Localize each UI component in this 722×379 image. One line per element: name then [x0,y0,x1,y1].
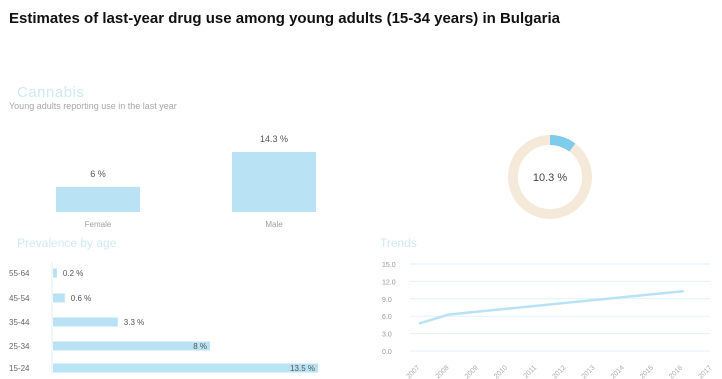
age-category-label: 35-44 [9,318,30,327]
trend-x-tick-label: 2016 [668,364,684,379]
age-value-label: 13.5 % [290,364,315,373]
gender-category-label: Male [265,220,283,229]
age-bar [53,293,65,303]
age-value-label: 0.2 % [63,269,83,278]
age-bar [53,268,57,278]
donut-value-label: 10.3 % [533,172,567,184]
age-category-label: 25-34 [9,342,30,351]
trend-x-tick-label: 2010 [493,364,509,379]
gender-value-label: 6 % [90,169,106,179]
age-chart-title: Prevalence by age [17,236,117,250]
trend-y-tick-label: 6.0 [382,314,392,321]
age-category-label: 15-24 [9,364,30,373]
age-bar [53,341,211,351]
trend-x-tick-label: 2007 [405,364,421,379]
age-value-label: 3.3 % [124,318,144,327]
trend-y-tick-label: 3.0 [382,332,392,339]
age-bar [53,363,318,373]
trend-x-tick-label: 2014 [610,364,626,379]
trend-x-tick-label: 2011 [523,364,539,379]
age-value-label: 0.6 % [71,294,91,303]
trend-x-tick-label: 2017 [697,364,713,379]
trend-y-tick-label: 0.0 [382,349,392,356]
gender-value-label: 14.3 % [260,134,288,144]
gender-bar-female [56,186,140,212]
section-subtitle: Young adults reporting use in the last y… [9,101,177,111]
trend-x-tick-label: 2015 [639,364,655,379]
age-bar [53,317,118,327]
trend-x-tick-label: 2009 [464,364,480,379]
trend-y-tick-label: 12.0 [382,279,396,286]
trend-x-tick-label: 2008 [435,364,451,379]
trend-y-tick-label: 9.0 [382,297,392,304]
trend-x-tick-label: 2012 [551,364,567,379]
age-value-label: 8 % [193,342,207,351]
donut-slice [549,135,576,152]
gender-bar-male [232,152,316,212]
gender-category-label: Female [85,220,112,229]
section-title: Cannabis [17,84,85,101]
age-category-label: 45-54 [9,294,30,303]
trend-y-tick-label: 15.0 [382,262,396,269]
trends-chart-title: Trends [380,236,417,250]
trend-x-tick-label: 2013 [581,364,597,379]
age-category-label: 55-64 [9,269,30,278]
trend-series-line [418,290,685,325]
page-title: Estimates of last-year drug use among yo… [9,10,560,27]
